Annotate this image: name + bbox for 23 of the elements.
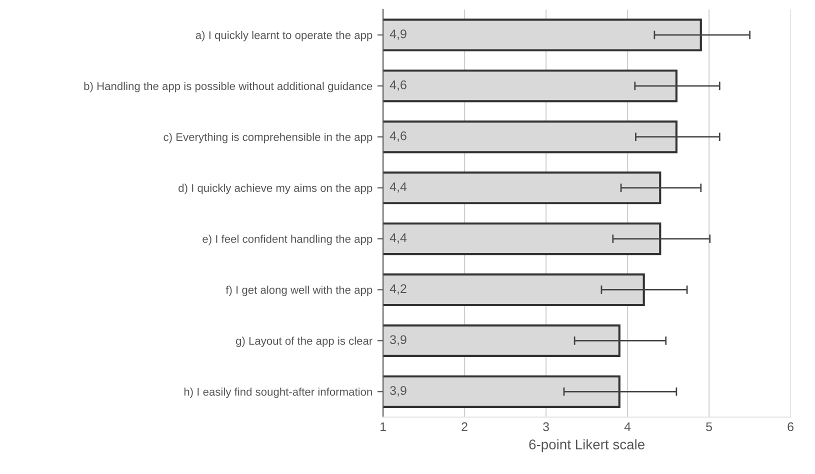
x-tick-label: 1 [380,422,386,432]
y-tick-label: a) I quickly learnt to operate the app [196,30,372,42]
y-tick-label: b) Handling the app is possible without additional guidance [84,82,372,92]
data-label: 3,9 [390,386,406,396]
x-axis-title: 6-point Likert scale [529,439,644,452]
data-label: 4,6 [390,80,406,91]
y-tick-label: e) I feel confident handling the app [202,234,372,246]
x-tick-label: 3 [543,422,549,432]
y-tick-label: f) I get along well with the app [226,286,372,296]
x-tick-label: 2 [462,422,468,432]
x-tick-label: 6 [788,422,794,432]
data-label: 4,9 [390,29,406,40]
data-label: 3,9 [390,335,406,346]
data-label: 4,4 [390,233,407,244]
y-tick-label: g) Layout of the app is clear [236,336,372,348]
data-label: 4,6 [390,131,406,142]
y-tick-label: h) I easily find sought-after information [184,388,372,398]
y-tick-label: c) Everything is comprehensible in the app [164,132,372,144]
y-tick-label: d) I quickly achieve my aims on the app [178,184,372,194]
data-label: 4,2 [390,284,406,295]
data-label: 4,4 [390,182,407,193]
x-tick-label: 5 [706,422,712,432]
x-tick-label: 4 [624,422,631,432]
